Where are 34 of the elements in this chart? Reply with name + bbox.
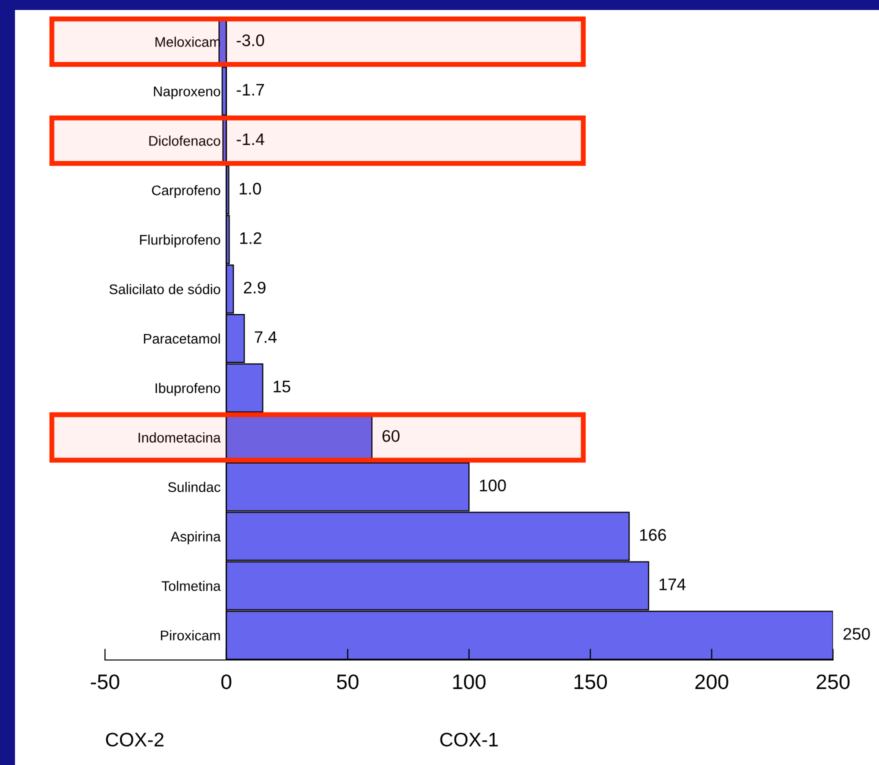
x-tick-label: 200 [695,674,728,690]
data-label: 174 [660,578,686,590]
data-label: 1.0 [240,182,261,195]
y-tick-label: Paracetamol [144,333,220,344]
x-tick-label: 0 [221,674,232,690]
data-label: -1.4 [236,134,264,145]
y-tick-label: Diclofenaco [149,136,220,146]
x-tick-label: 150 [574,674,607,690]
data-label: 166 [640,529,666,541]
data-label: 250 [844,628,870,640]
x-tick-label: -50 [90,674,120,690]
y-tick-label: Ibuprofeno [156,382,220,396]
y-tick-label: Carprofeno [152,185,220,198]
y-tick-label: Sulindac [168,482,220,492]
data-label: -3.0 [236,34,264,46]
y-tick-label: Flurbiprofeno [140,234,220,248]
x-tick-label: 250 [816,674,850,690]
data-label: 1.2 [240,232,262,244]
y-tick-label: Aspirina [170,531,221,544]
data-label: 60 [382,430,400,442]
data-label: 100 [480,480,506,492]
data-label: -1.7 [236,84,264,96]
y-tick-label: Naproxeno [154,86,220,100]
data-label: 7.4 [254,331,277,343]
text: COX-2 [106,732,164,747]
y-tick-label: Salicilato de sódio [109,284,220,294]
text: COX-1 [440,732,498,747]
y-tick-label: Indometacina [138,432,221,443]
y-tick-label: Piroxicam [160,630,220,640]
x-tick-label: 50 [336,674,358,690]
data-label: 15 [274,380,290,392]
x-tick-label: 100 [453,674,486,690]
data-label: 2.9 [244,282,266,294]
y-tick-label: Tolmetina [162,580,221,591]
